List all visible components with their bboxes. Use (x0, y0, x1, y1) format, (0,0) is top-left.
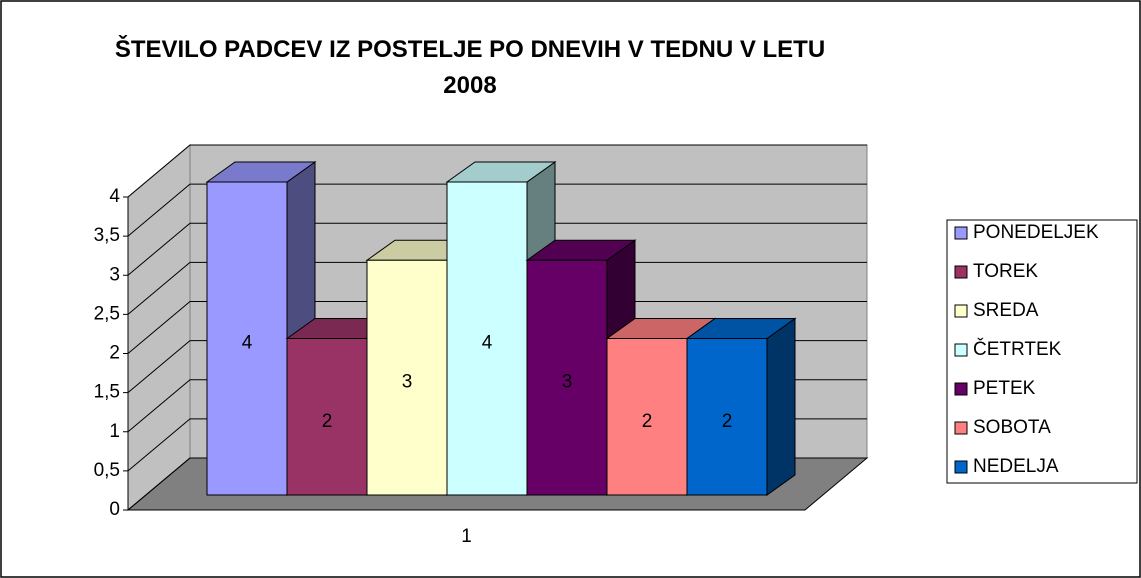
data-label: 2 (722, 411, 733, 432)
bar (686, 338, 768, 496)
legend-swatch (954, 382, 968, 396)
legend-swatch (954, 304, 968, 318)
legend-label: SREDA (973, 300, 1039, 321)
bar (606, 338, 688, 496)
legend-label: ČETRTEK (973, 338, 1062, 360)
data-label: 4 (242, 333, 253, 354)
bar (286, 338, 368, 496)
grid-line (127, 144, 867, 198)
bar (206, 181, 288, 496)
legend-swatch (954, 421, 968, 435)
legend-swatch (954, 460, 968, 474)
grid-line (127, 222, 867, 276)
grid-line (127, 261, 867, 315)
data-label: 3 (562, 372, 573, 393)
data-label: 2 (322, 411, 333, 432)
grid-line (127, 183, 867, 237)
bar (526, 259, 608, 496)
legend-box (946, 219, 1138, 484)
bar (446, 181, 528, 496)
data-label: 3 (402, 372, 413, 393)
y-tick-label: 1 (109, 421, 120, 442)
grid-line (127, 301, 867, 354)
y-tick-label: 1,5 (94, 382, 120, 403)
bar-side (766, 317, 796, 496)
legend-label: SOBOTA (973, 417, 1051, 438)
y-tick-label: 3 (109, 264, 120, 285)
y-tick-label: 3,5 (94, 225, 120, 246)
legend-swatch (954, 265, 968, 279)
legend-swatch (954, 343, 968, 357)
y-tick-label: 0 (109, 499, 120, 520)
legend-label: TOREK (973, 261, 1038, 282)
legend-label: PONEDELJEK (973, 222, 1099, 243)
data-label: 4 (482, 333, 493, 354)
legend-swatch (954, 226, 968, 240)
y-tick-label: 2,5 (94, 303, 120, 324)
y-tick-label: 4 (109, 186, 120, 207)
chart-title: ŠTEVILO PADCEV IZ POSTELJE PO DNEVIH V T… (114, 36, 826, 99)
y-tick-label: 2 (109, 343, 120, 364)
data-label: 2 (642, 411, 653, 432)
legend-label: NEDELJA (973, 456, 1059, 477)
legend-label: PETEK (973, 378, 1036, 399)
y-tick-label: 0,5 (94, 460, 120, 481)
x-tick-label: 1 (461, 526, 472, 547)
